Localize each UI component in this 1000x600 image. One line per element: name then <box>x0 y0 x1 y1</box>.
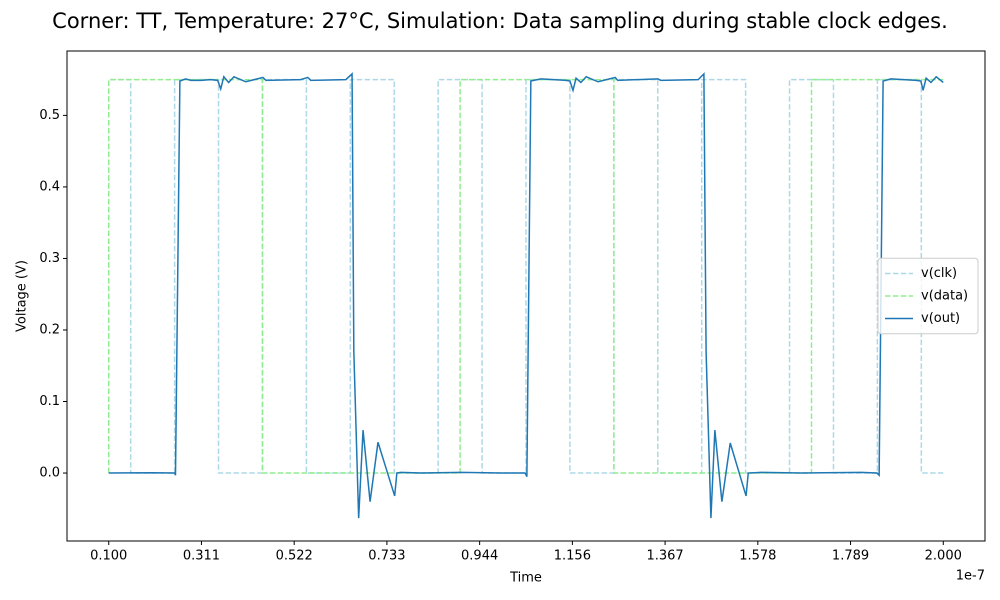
legend-box <box>877 257 979 335</box>
y-tick-label: 0.2 <box>39 322 60 337</box>
x-tick-label: 1.789 <box>832 549 869 564</box>
x-tick-label: 0.311 <box>183 549 220 564</box>
x-axis-label: Time <box>509 571 542 586</box>
x-tick-label: 2.000 <box>925 549 962 564</box>
series-line <box>108 72 944 519</box>
x-tick-label: 0.733 <box>368 549 405 564</box>
y-tick-label: 0.0 <box>39 466 60 481</box>
x-tick-label: 1.367 <box>646 549 683 564</box>
x-tick-label: 0.944 <box>461 549 498 564</box>
x-tick-label: 1.578 <box>739 549 776 564</box>
legend-label: v(out) <box>921 311 960 326</box>
legend-label: v(clk) <box>921 266 957 281</box>
y-tick-label: 0.5 <box>39 108 60 123</box>
y-axis-label: Voltage (V) <box>15 260 30 332</box>
series-line <box>107 78 944 474</box>
y-tick-label: 0.1 <box>39 394 60 409</box>
y-tick-label: 0.4 <box>39 179 60 194</box>
y-tick-label: 0.3 <box>39 251 60 266</box>
x-tick-label: 1.156 <box>554 549 591 564</box>
plot-frame <box>66 50 986 542</box>
legend-label: v(data) <box>921 289 968 304</box>
x-offset-label: 1e-7 <box>956 569 985 584</box>
x-tick-label: 0.522 <box>276 549 313 564</box>
x-tick-label: 0.100 <box>90 549 127 564</box>
chart-title: Corner: TT, Temperature: 27°C, Simulatio… <box>52 9 948 33</box>
